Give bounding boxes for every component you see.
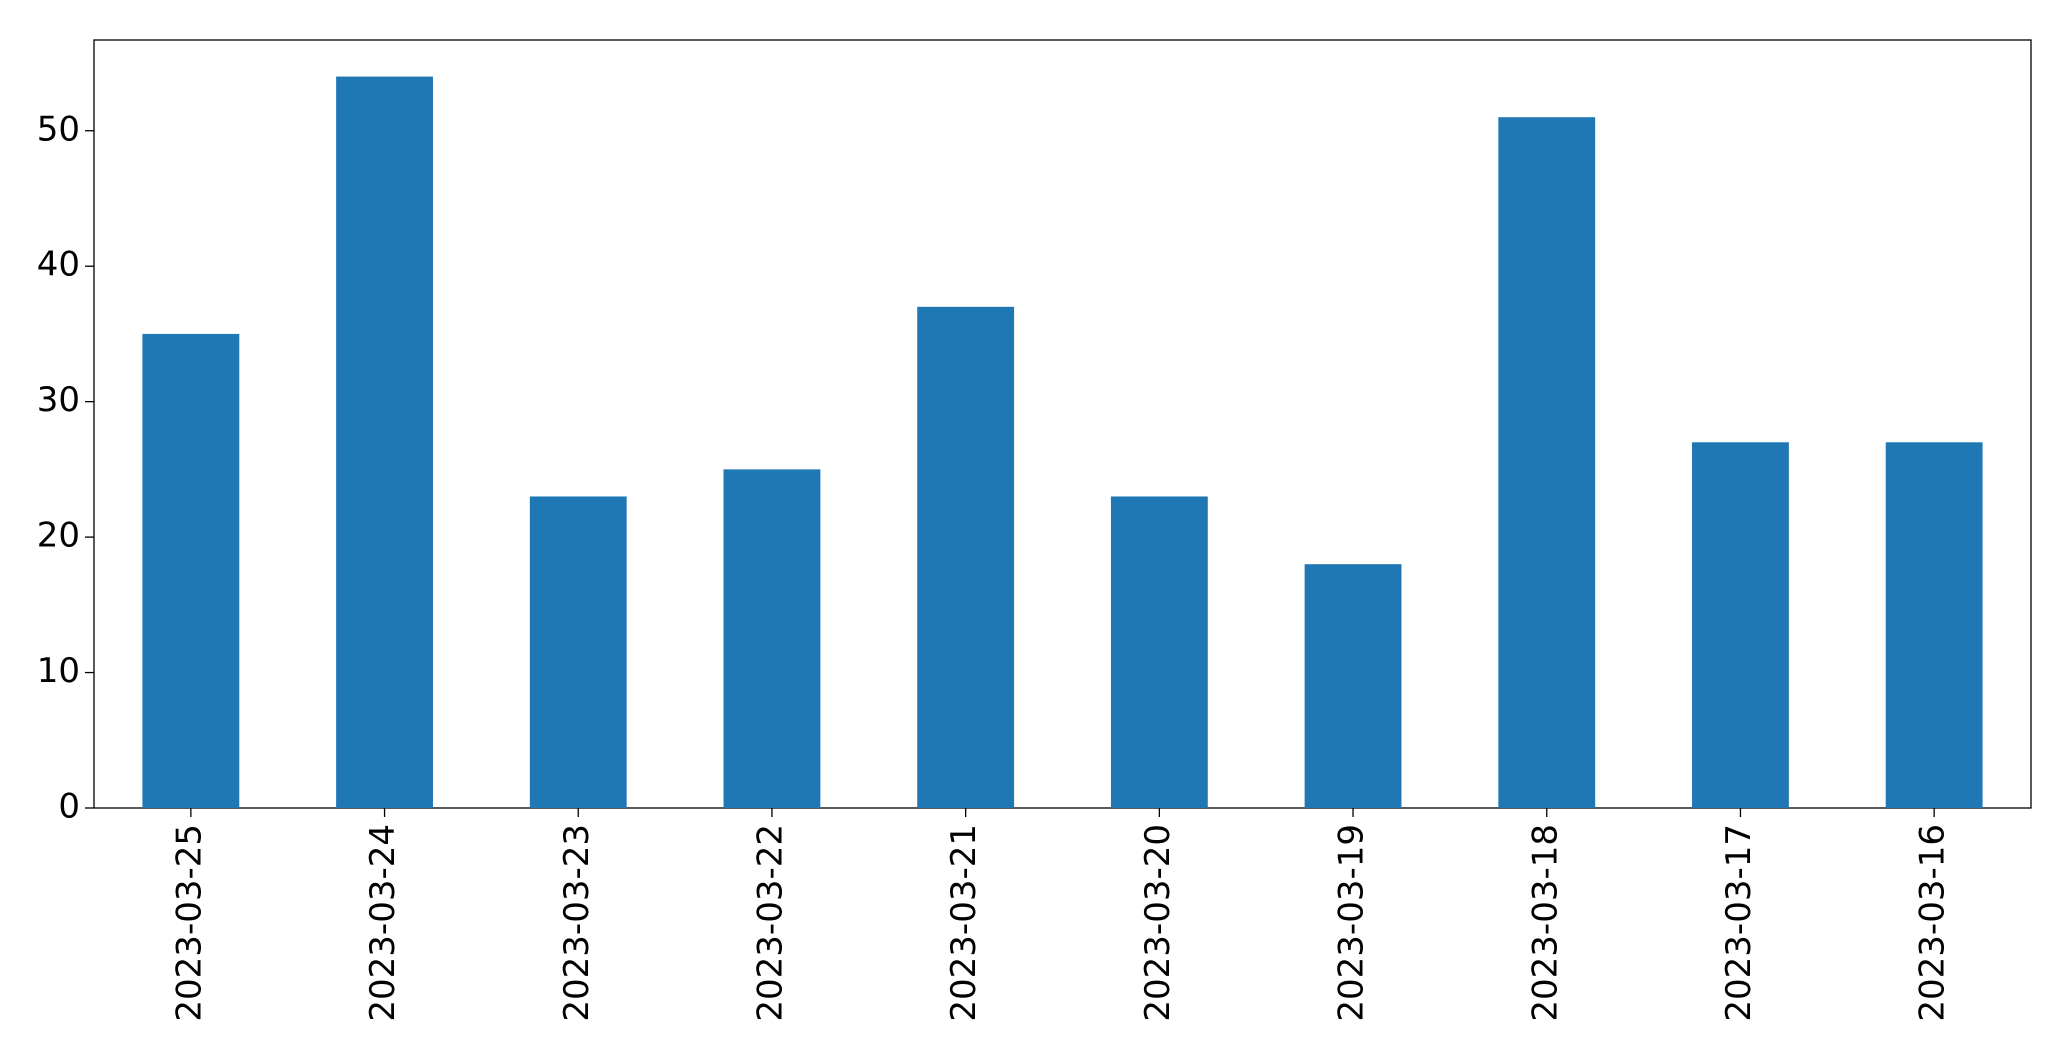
bar [529, 496, 627, 808]
x-tick-label: 2023-03-21 [944, 824, 984, 1022]
x-tick-label: 2023-03-25 [169, 824, 209, 1022]
bar [336, 76, 433, 809]
x-tick-label: 2023-03-23 [557, 824, 597, 1022]
y-tick-label: 30 [37, 380, 80, 420]
bar [917, 306, 1015, 808]
bar [1304, 564, 1402, 808]
x-tick-label: 2023-03-17 [1719, 824, 1759, 1022]
x-tick-label: 2023-03-20 [1138, 824, 1178, 1022]
x-tick-label: 2023-03-16 [1913, 824, 1953, 1022]
y-tick-label: 40 [37, 245, 80, 285]
x-tick-label: 2023-03-18 [1525, 824, 1565, 1022]
bar [1885, 442, 1983, 808]
bar [1110, 496, 1208, 808]
y-tick-label: 0 [58, 787, 80, 827]
bar [142, 333, 240, 808]
y-tick-label: 50 [37, 109, 80, 149]
x-tick-label: 2023-03-24 [363, 824, 403, 1022]
bar [1498, 117, 1596, 808]
plot-frame [93, 39, 2032, 809]
bar [723, 469, 821, 808]
y-tick-label: 20 [37, 516, 80, 556]
bar [1692, 442, 1789, 808]
x-tick-label: 2023-03-19 [1332, 824, 1372, 1022]
y-tick-label: 10 [37, 651, 80, 691]
x-tick-label: 2023-03-22 [750, 824, 790, 1022]
